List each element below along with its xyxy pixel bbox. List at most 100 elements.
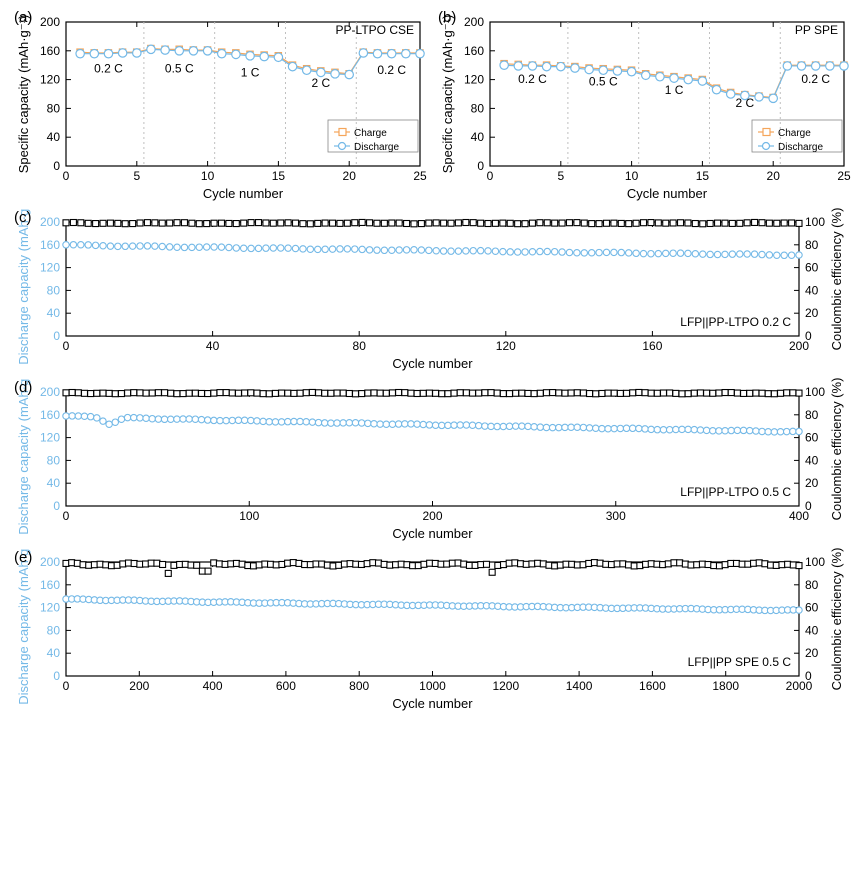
svg-text:1 C: 1 C — [241, 66, 260, 80]
svg-text:Cycle number: Cycle number — [392, 356, 473, 371]
svg-text:(d): (d) — [14, 379, 32, 396]
svg-text:LFP||PP SPE 0.5 C: LFP||PP SPE 0.5 C — [688, 655, 792, 669]
svg-text:0: 0 — [53, 669, 60, 683]
svg-text:200: 200 — [464, 15, 484, 29]
svg-text:40: 40 — [47, 646, 61, 660]
svg-text:0: 0 — [63, 679, 70, 693]
svg-text:40: 40 — [47, 476, 61, 490]
svg-text:160: 160 — [40, 408, 60, 422]
svg-text:Discharge: Discharge — [354, 142, 399, 153]
svg-text:120: 120 — [464, 73, 484, 87]
svg-text:100: 100 — [805, 555, 825, 569]
svg-text:Discharge capacity (mAh·g⁻¹): Discharge capacity (mAh·g⁻¹) — [16, 548, 31, 705]
svg-text:5: 5 — [133, 169, 140, 183]
svg-text:200: 200 — [40, 215, 60, 229]
svg-text:1400: 1400 — [566, 679, 593, 693]
figure: 051015202504080120160200Cycle numberSpec… — [8, 8, 857, 718]
svg-text:15: 15 — [696, 169, 710, 183]
svg-text:40: 40 — [805, 453, 819, 467]
svg-text:600: 600 — [276, 679, 296, 693]
svg-text:120: 120 — [40, 601, 60, 615]
svg-text:5: 5 — [557, 169, 564, 183]
svg-text:40: 40 — [47, 306, 61, 320]
svg-text:10: 10 — [625, 169, 639, 183]
svg-text:400: 400 — [203, 679, 223, 693]
svg-text:1600: 1600 — [639, 679, 666, 693]
svg-text:60: 60 — [805, 261, 819, 275]
svg-text:1800: 1800 — [712, 679, 739, 693]
svg-text:80: 80 — [47, 623, 61, 637]
svg-text:100: 100 — [805, 385, 825, 399]
svg-text:PP-LTPO CSE: PP-LTPO CSE — [336, 23, 414, 37]
svg-text:0: 0 — [53, 159, 60, 173]
svg-text:1200: 1200 — [492, 679, 519, 693]
svg-text:1 C: 1 C — [665, 83, 684, 97]
svg-text:80: 80 — [471, 101, 485, 115]
svg-text:PP SPE: PP SPE — [795, 23, 838, 37]
panel-b: 051015202504080120160200Cycle numberSpec… — [432, 8, 856, 208]
svg-text:(c): (c) — [14, 209, 32, 226]
svg-text:80: 80 — [47, 283, 61, 297]
svg-text:200: 200 — [40, 555, 60, 569]
svg-text:2 C: 2 C — [312, 76, 331, 90]
svg-text:0: 0 — [487, 169, 494, 183]
svg-text:0: 0 — [477, 159, 484, 173]
svg-text:Cycle number: Cycle number — [392, 696, 473, 711]
svg-text:Charge: Charge — [354, 128, 387, 139]
svg-text:0: 0 — [805, 329, 812, 343]
svg-text:Specific capacity (mAh·g⁻¹): Specific capacity (mAh·g⁻¹) — [440, 15, 455, 174]
svg-text:80: 80 — [353, 339, 367, 353]
svg-text:100: 100 — [805, 215, 825, 229]
svg-text:0: 0 — [63, 169, 70, 183]
svg-text:120: 120 — [40, 261, 60, 275]
svg-text:80: 80 — [47, 101, 61, 115]
panel-e: 0200400600800100012001400160018002000040… — [8, 548, 857, 718]
svg-text:Coulombic efficiency (%): Coulombic efficiency (%) — [829, 548, 844, 690]
svg-text:20: 20 — [805, 306, 819, 320]
svg-text:120: 120 — [40, 431, 60, 445]
svg-text:0.2 C: 0.2 C — [518, 72, 547, 86]
svg-text:Charge: Charge — [778, 128, 811, 139]
svg-text:40: 40 — [47, 130, 61, 144]
svg-text:40: 40 — [805, 623, 819, 637]
svg-text:Coulombic efficiency (%): Coulombic efficiency (%) — [829, 378, 844, 520]
svg-text:20: 20 — [767, 169, 781, 183]
svg-text:0: 0 — [53, 499, 60, 513]
svg-text:(b): (b) — [438, 9, 456, 26]
svg-text:Discharge capacity (mAh·g⁻¹): Discharge capacity (mAh·g⁻¹) — [16, 378, 31, 535]
svg-text:Cycle number: Cycle number — [627, 186, 708, 201]
svg-text:200: 200 — [422, 509, 442, 523]
svg-text:Specific capacity (mAh·g⁻¹): Specific capacity (mAh·g⁻¹) — [16, 15, 31, 174]
svg-text:20: 20 — [805, 646, 819, 660]
svg-text:LFP||PP-LTPO 0.5 C: LFP||PP-LTPO 0.5 C — [680, 485, 791, 499]
svg-text:120: 120 — [496, 339, 516, 353]
svg-text:0.2 C: 0.2 C — [94, 61, 123, 75]
svg-text:LFP||PP-LTPO 0.2 C: LFP||PP-LTPO 0.2 C — [680, 315, 791, 329]
svg-text:60: 60 — [805, 601, 819, 615]
svg-text:20: 20 — [805, 476, 819, 490]
svg-text:0: 0 — [63, 339, 70, 353]
svg-text:800: 800 — [349, 679, 369, 693]
svg-text:0: 0 — [805, 499, 812, 513]
svg-text:40: 40 — [805, 283, 819, 297]
svg-text:20: 20 — [343, 169, 357, 183]
svg-text:100: 100 — [239, 509, 259, 523]
panel-c: 0408012016020004080120160200020406080100… — [8, 208, 857, 378]
svg-text:60: 60 — [805, 431, 819, 445]
svg-text:0.5 C: 0.5 C — [165, 61, 194, 75]
svg-text:Cycle number: Cycle number — [203, 186, 284, 201]
svg-text:15: 15 — [272, 169, 286, 183]
svg-text:80: 80 — [47, 453, 61, 467]
svg-text:40: 40 — [471, 130, 485, 144]
svg-text:(a): (a) — [14, 9, 32, 26]
svg-text:200: 200 — [129, 679, 149, 693]
svg-text:0: 0 — [63, 509, 70, 523]
panel-a: 051015202504080120160200Cycle numberSpec… — [8, 8, 432, 208]
svg-text:1000: 1000 — [419, 679, 446, 693]
svg-text:0: 0 — [53, 329, 60, 343]
svg-text:160: 160 — [642, 339, 662, 353]
svg-text:200: 200 — [40, 385, 60, 399]
svg-text:80: 80 — [805, 238, 819, 252]
svg-text:160: 160 — [40, 578, 60, 592]
svg-text:160: 160 — [40, 44, 60, 58]
